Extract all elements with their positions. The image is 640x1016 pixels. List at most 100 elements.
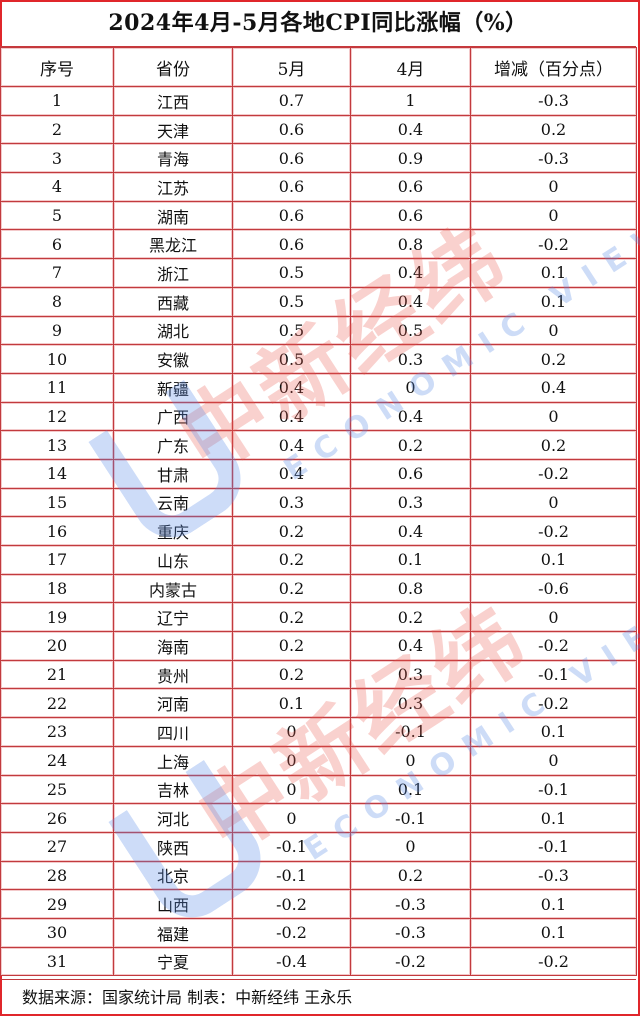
index-cell: 26 (0, 803, 114, 833)
province-cell: 黑龙江 (113, 229, 233, 260)
province-cell: 青海 (113, 143, 233, 174)
change-cell: 0 (470, 401, 637, 432)
may-cell: 0.7 (232, 86, 351, 116)
april-cell: 0.3 (350, 487, 471, 518)
april-cell: 0.6 (350, 458, 471, 489)
may-cell: 0.5 (232, 286, 351, 317)
change-cell: 0 (470, 487, 637, 518)
table-row: 6 黑龙江 0.6 0.8 -0.2 (0, 229, 637, 260)
change-cell: 0.1 (470, 258, 637, 288)
column-header: 4月 (350, 47, 471, 87)
april-cell: 1 (350, 86, 471, 116)
cpi-table: 序号 省份 5月 4月 增减（百分点） 1 江西 0.7 1 -0.3 2 天津 0.6 0.4 0.2 3… (0, 47, 637, 977)
april-cell: 0.6 (350, 172, 471, 202)
province-cell: 海南 (113, 631, 233, 661)
change-cell: 0.1 (470, 545, 637, 575)
table-row: 27 陕西 -0.1 0 -0.1 (0, 831, 637, 862)
may-cell: 0.6 (232, 172, 351, 202)
change-cell: -0.1 (470, 774, 637, 805)
column-header: 序号 (0, 47, 114, 87)
table-row: 9 湖北 0.5 0.5 0 (0, 315, 637, 346)
table-title: 2024年4月-5月各地CPI同比涨幅（%） (0, 0, 636, 48)
table-row: 1 江西 0.7 1 -0.3 (0, 86, 637, 116)
table-row: 18 内蒙古 0.2 0.8 -0.6 (0, 573, 637, 604)
april-cell: 0 (350, 372, 471, 403)
change-cell: 0.2 (470, 430, 637, 460)
index-cell: 25 (0, 774, 114, 805)
change-cell: 0 (470, 315, 637, 346)
may-cell: 0.4 (232, 372, 351, 403)
column-header: 省份 (113, 47, 233, 87)
table-row: 23 四川 0 -0.1 0.1 (0, 717, 637, 747)
province-cell: 广东 (113, 430, 233, 460)
may-cell: 0.2 (232, 659, 351, 690)
index-cell: 24 (0, 745, 114, 776)
index-cell: 28 (0, 860, 114, 891)
april-cell: 0.5 (350, 315, 471, 346)
index-cell: 6 (0, 229, 114, 260)
index-cell: 5 (0, 200, 114, 231)
may-cell: 0.3 (232, 487, 351, 518)
table-row: 26 河北 0 -0.1 0.1 (0, 803, 637, 833)
change-cell: -0.2 (470, 516, 637, 546)
april-cell: -0.3 (350, 889, 471, 919)
index-cell: 9 (0, 315, 114, 346)
may-cell: 0.1 (232, 688, 351, 719)
index-cell: 21 (0, 659, 114, 690)
header-row: 序号 省份 5月 4月 增减（百分点） (0, 47, 637, 87)
april-cell: 0 (350, 745, 471, 776)
may-cell: 0 (232, 803, 351, 833)
table-row: 4 江苏 0.6 0.6 0 (0, 172, 637, 202)
table-row: 10 安徽 0.5 0.3 0.2 (0, 344, 637, 374)
may-cell: 0.4 (232, 401, 351, 432)
may-cell: 0.5 (232, 315, 351, 346)
table-row: 21 贵州 0.2 0.3 -0.1 (0, 659, 637, 690)
april-cell: 0.2 (350, 860, 471, 891)
change-cell: -0.2 (470, 946, 637, 977)
table-row: 11 新疆 0.4 0 0.4 (0, 372, 637, 403)
april-cell: 0.3 (350, 659, 471, 690)
change-cell: 0.1 (470, 889, 637, 919)
may-cell: 0.4 (232, 430, 351, 460)
province-cell: 新疆 (113, 372, 233, 403)
may-cell: 0.6 (232, 200, 351, 231)
index-cell: 12 (0, 401, 114, 432)
april-cell: 0.4 (350, 516, 471, 546)
province-cell: 贵州 (113, 659, 233, 690)
may-cell: 0 (232, 717, 351, 747)
province-cell: 四川 (113, 717, 233, 747)
province-cell: 北京 (113, 860, 233, 891)
change-cell: 0.4 (470, 372, 637, 403)
index-cell: 15 (0, 487, 114, 518)
province-cell: 湖南 (113, 200, 233, 231)
may-cell: 0 (232, 745, 351, 776)
april-cell: 0.2 (350, 602, 471, 633)
may-cell: -0.1 (232, 860, 351, 891)
table-row: 5 湖南 0.6 0.6 0 (0, 200, 637, 231)
table-row: 20 海南 0.2 0.4 -0.2 (0, 631, 637, 661)
may-cell: 0.5 (232, 344, 351, 374)
april-cell: 0.9 (350, 143, 471, 174)
province-cell: 陕西 (113, 831, 233, 862)
change-cell: -0.2 (470, 688, 637, 719)
change-cell: 0 (470, 602, 637, 633)
may-cell: 0.2 (232, 545, 351, 575)
change-cell: 0.1 (470, 803, 637, 833)
province-cell: 福建 (113, 917, 233, 948)
may-cell: 0.2 (232, 573, 351, 604)
index-cell: 29 (0, 889, 114, 919)
april-cell: -0.1 (350, 717, 471, 747)
april-cell: 0.3 (350, 344, 471, 374)
index-cell: 30 (0, 917, 114, 948)
column-header: 5月 (232, 47, 351, 87)
change-cell: 0 (470, 172, 637, 202)
table-row: 17 山东 0.2 0.1 0.1 (0, 545, 637, 575)
change-cell: -0.1 (470, 831, 637, 862)
province-cell: 广西 (113, 401, 233, 432)
table-row: 3 青海 0.6 0.9 -0.3 (0, 143, 637, 174)
index-cell: 31 (0, 946, 114, 977)
province-cell: 西藏 (113, 286, 233, 317)
table-row: 22 河南 0.1 0.3 -0.2 (0, 688, 637, 719)
index-cell: 27 (0, 831, 114, 862)
change-cell: 0 (470, 745, 637, 776)
